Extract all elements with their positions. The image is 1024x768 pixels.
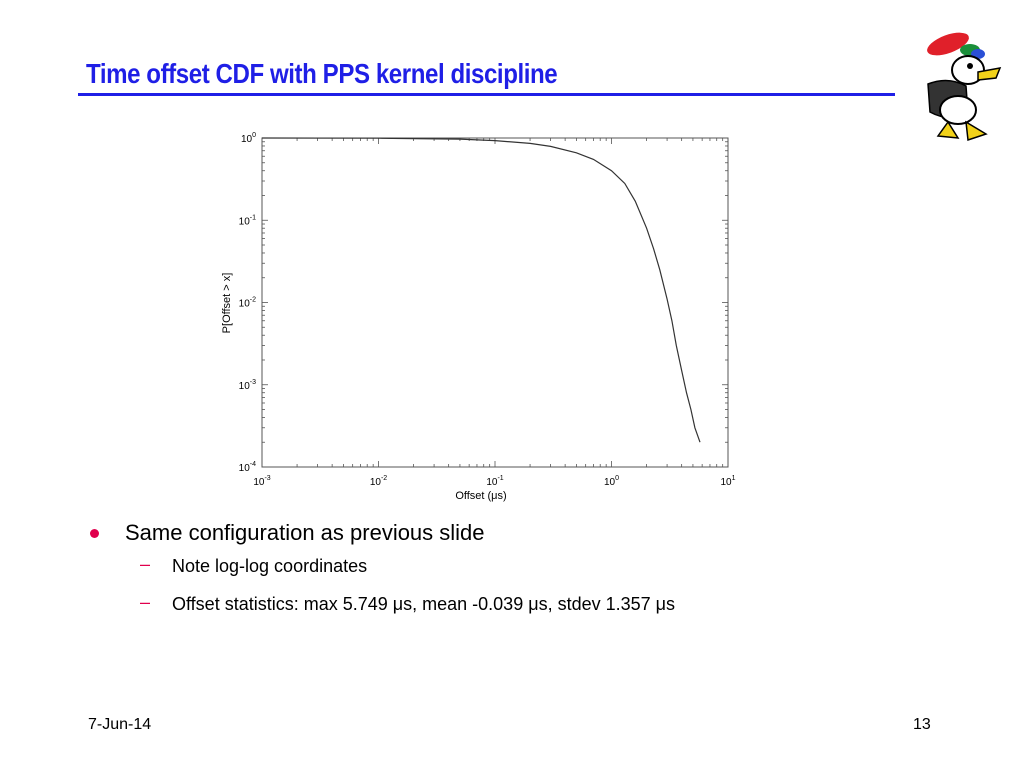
plot-frame — [261, 137, 729, 468]
slide-title: Time offset CDF with PPS kernel discipli… — [86, 58, 558, 89]
sub-bullet-item: – Offset statistics: max 5.749 μs, mean … — [90, 592, 990, 630]
page-number: 13 — [913, 716, 931, 733]
x-tick-label: 101 — [720, 475, 735, 488]
x-tick-label: 100 — [604, 475, 619, 488]
y-tick-label: 10-2 — [239, 297, 256, 310]
bullet-list: Same configuration as previous slide – N… — [90, 520, 990, 630]
bullet-item: Same configuration as previous slide — [90, 520, 990, 554]
bullet-text: Same configuration as previous slide — [125, 520, 485, 545]
cdf-series-line — [261, 137, 701, 443]
y-tick-label: 10-1 — [239, 214, 256, 227]
footer-date: 7-Jun-14 — [88, 716, 152, 733]
y-tick-label: 100 — [241, 132, 256, 145]
dash-icon: – — [140, 554, 151, 574]
sub-bullet-item: – Note log-log coordinates — [90, 554, 990, 592]
y-tick-label: 10-4 — [239, 461, 256, 474]
x-tick-label: 10-2 — [370, 475, 387, 488]
bullet-dot-icon — [90, 529, 99, 538]
y-tick-label: 10-3 — [239, 379, 256, 392]
y-axis-label: P[Offset > x] — [221, 273, 233, 334]
title-underline — [78, 93, 895, 96]
chart-ticks — [261, 138, 728, 468]
dash-icon: – — [140, 592, 151, 612]
sub-bullet-stats: Offset statistics: max 5.749 μs, mean -0… — [172, 594, 676, 614]
x-axis-label: Offset (μs) — [455, 490, 506, 502]
chart-axes — [261, 137, 729, 468]
duck-mascot-logo — [927, 32, 1002, 142]
sub-bullet-text: Note log-log coordinates — [172, 556, 368, 576]
x-tick-label: 10-3 — [253, 475, 270, 488]
x-tick-label: 10-1 — [486, 475, 503, 488]
